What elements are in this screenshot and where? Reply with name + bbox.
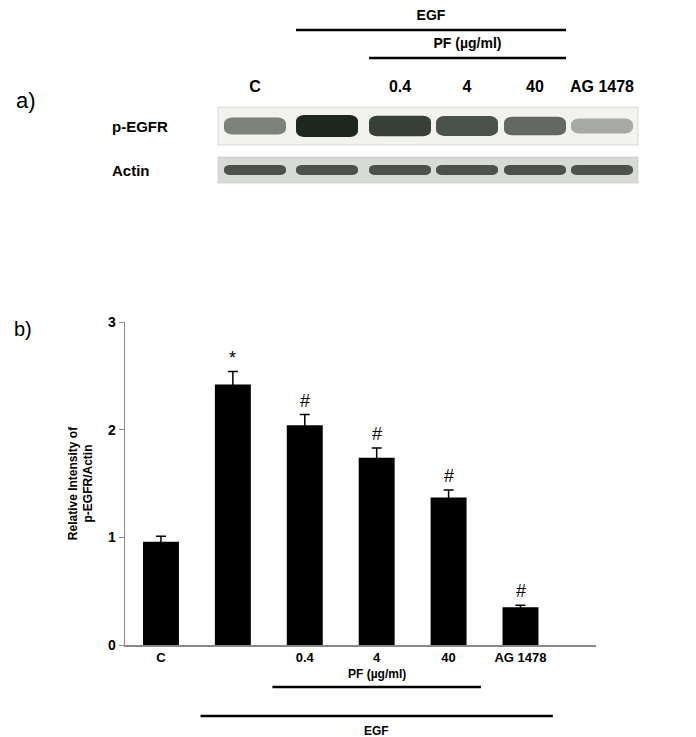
svg-text:PF (µg/ml): PF (µg/ml) [348, 667, 406, 681]
svg-text:#: # [300, 391, 310, 411]
svg-text:EGF: EGF [364, 724, 389, 737]
svg-text:3: 3 [108, 314, 116, 330]
svg-text:40: 40 [441, 650, 455, 665]
svg-text:AG 1478: AG 1478 [494, 650, 546, 665]
svg-text:2: 2 [108, 422, 116, 438]
svg-text:AG 1478: AG 1478 [570, 78, 634, 95]
svg-text:0: 0 [108, 637, 116, 653]
svg-text:4: 4 [373, 650, 381, 665]
svg-text:C: C [156, 650, 166, 665]
svg-text:EGF: EGF [417, 7, 446, 23]
svg-text:Relative Intensity ofp-EGFR/Ac: Relative Intensity ofp-EGFR/Actin [66, 426, 96, 540]
svg-text:C: C [249, 78, 261, 95]
svg-text:4: 4 [463, 78, 472, 95]
html-text:b): b) [14, 318, 32, 340]
svg-text:0.4: 0.4 [296, 650, 315, 665]
svg-text:#: # [516, 581, 526, 601]
svg-text:p-EGFR: p-EGFR [112, 118, 168, 135]
svg-text:PF (µg/ml): PF (µg/ml) [434, 35, 502, 51]
svg-text:*: * [229, 348, 236, 368]
svg-text:1: 1 [108, 529, 116, 545]
svg-text:40: 40 [526, 78, 544, 95]
svg-text:#: # [444, 466, 454, 486]
svg-text:#: # [372, 424, 382, 444]
svg-text:0.4: 0.4 [389, 78, 411, 95]
svg-text:a): a) [16, 88, 36, 113]
svg-text:Actin: Actin [112, 162, 150, 179]
